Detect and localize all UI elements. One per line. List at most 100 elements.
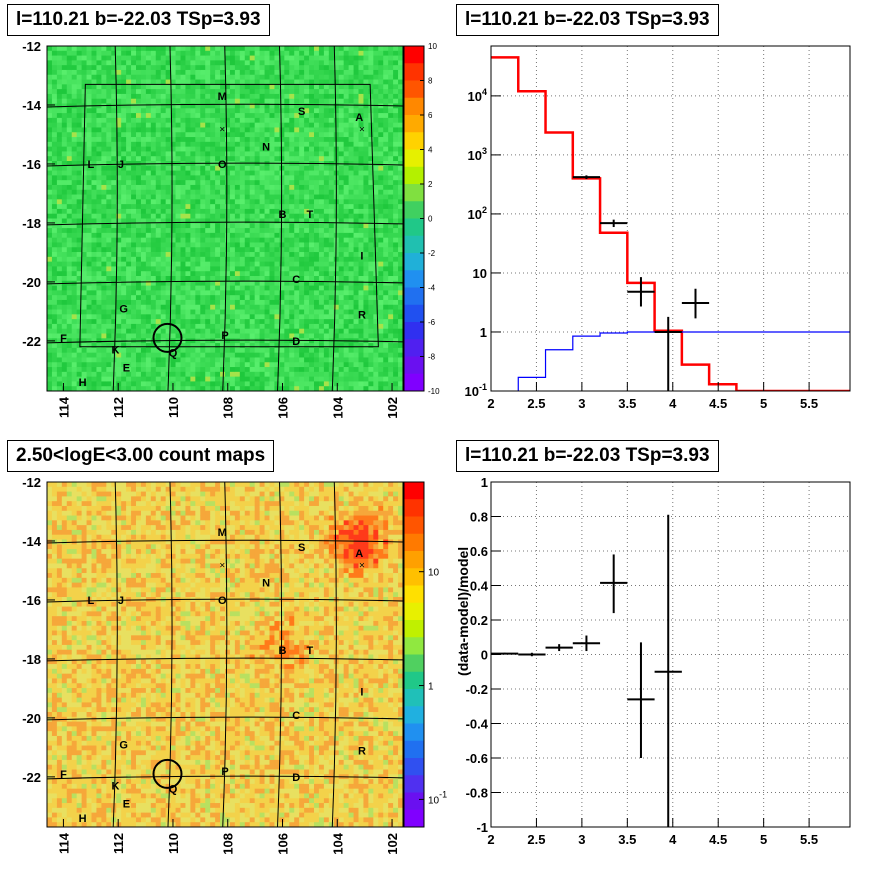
- map-pixel: [225, 175, 231, 181]
- map-pixel: [91, 280, 97, 286]
- map-pixel: [304, 117, 310, 124]
- map-pixel: [244, 367, 251, 373]
- map-pixel: [338, 357, 345, 363]
- map-pixel: [56, 117, 63, 124]
- map-pixel: [71, 323, 78, 330]
- map-pixel: [229, 347, 236, 354]
- map-pixel: [145, 367, 152, 373]
- map-pixel: [101, 170, 107, 176]
- map-pixel: [210, 117, 216, 124]
- map-pixel: [309, 371, 315, 378]
- map-pixel: [86, 285, 92, 291]
- map-pixel: [378, 137, 384, 143]
- map-pixel: [328, 84, 335, 90]
- map-pixel: [106, 323, 112, 330]
- map-pixel: [116, 256, 122, 263]
- map-pixel: [239, 127, 246, 133]
- map-pixel: [363, 309, 369, 315]
- map-pixel: [66, 74, 73, 80]
- map-pixel: [383, 122, 389, 128]
- map-pixel: [264, 328, 270, 334]
- map-pixel: [353, 314, 359, 320]
- map-pixel: [91, 137, 97, 143]
- map-pixel: [106, 117, 112, 124]
- map-pixel: [101, 132, 107, 138]
- map-pixel: [383, 261, 389, 267]
- map-pixel: [106, 261, 112, 267]
- map-pixel: [180, 132, 186, 138]
- map-pixel: [368, 84, 374, 90]
- map-pixel: [284, 256, 290, 263]
- map-pixel: [294, 79, 300, 85]
- map-pixel: [314, 323, 320, 330]
- map-pixel: [244, 276, 251, 282]
- map-pixel: [190, 127, 196, 133]
- map-pixel: [86, 46, 92, 52]
- map-pixel: [309, 247, 315, 253]
- map-pixel: [269, 189, 275, 195]
- map-pixel: [111, 271, 117, 277]
- map-pixel: [160, 108, 167, 114]
- map-pixel: [101, 299, 107, 306]
- map-pixel: [373, 175, 379, 181]
- map-pixel: [210, 237, 216, 243]
- map-pixel: [309, 314, 315, 320]
- map-pixel: [229, 113, 236, 119]
- map-pixel: [140, 252, 147, 258]
- map-pixel: [200, 347, 206, 354]
- map-pixel: [378, 161, 384, 167]
- map-pixel: [190, 328, 196, 334]
- map-pixel: [373, 352, 379, 358]
- map-pixel: [234, 84, 241, 90]
- map-pixel: [269, 180, 275, 186]
- map-pixel: [76, 247, 83, 253]
- map-pixel: [328, 371, 335, 378]
- map-pixel: [225, 127, 231, 133]
- map-pixel: [368, 299, 374, 306]
- map-pixel: [185, 98, 191, 104]
- map-pixel: [239, 252, 246, 258]
- map-pixel: [239, 65, 246, 71]
- map-pixel: [76, 199, 83, 205]
- map-pixel: [175, 228, 181, 234]
- map-pixel: [348, 165, 354, 171]
- map-pixel: [284, 69, 290, 76]
- map-pixel: [358, 194, 364, 200]
- map-pixel: [121, 108, 127, 114]
- map-pixel: [378, 256, 384, 263]
- map-pixel: [175, 194, 181, 200]
- map-pixel: [175, 266, 181, 272]
- map-pixel: [71, 256, 78, 263]
- map-pixel: [323, 304, 330, 310]
- map-pixel: [101, 242, 107, 248]
- map-pixel: [155, 151, 162, 157]
- map-pixel: [220, 69, 226, 76]
- map-pixel: [210, 180, 216, 186]
- map-pixel: [225, 122, 231, 128]
- map-pixel: [56, 323, 63, 330]
- map-pixel: [200, 290, 206, 296]
- map-pixel: [96, 323, 102, 330]
- map-pixel: [304, 103, 310, 109]
- map-pixel: [47, 122, 53, 128]
- map-pixel: [254, 93, 261, 100]
- map-pixel: [71, 228, 78, 234]
- map-pixel: [205, 189, 211, 195]
- map-pixel: [279, 151, 285, 157]
- map-pixel: [131, 60, 137, 66]
- map-pixel: [229, 386, 236, 392]
- map-pixel: [106, 357, 112, 363]
- map-pixel: [200, 84, 206, 90]
- map-pixel: [368, 252, 374, 258]
- map-pixel: [121, 151, 127, 157]
- map-pixel: [294, 247, 300, 253]
- map-pixel: [150, 290, 157, 296]
- map-pixel: [66, 352, 73, 358]
- map-pixel: [343, 362, 350, 368]
- map-pixel: [111, 46, 117, 52]
- map-pixel: [190, 204, 196, 210]
- map-pixel: [318, 98, 325, 104]
- map-pixel: [244, 295, 251, 301]
- map-pixel: [165, 194, 172, 200]
- map-pixel: [195, 127, 201, 133]
